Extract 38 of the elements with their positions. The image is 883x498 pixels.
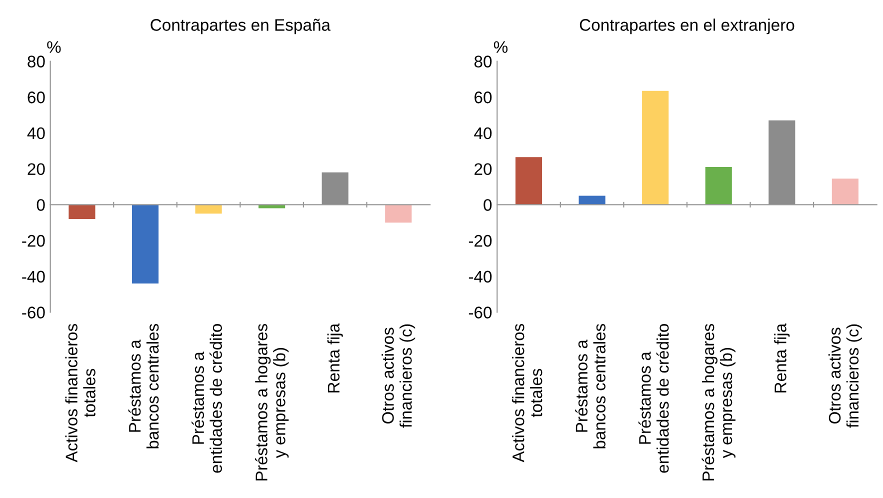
y-tick-label: 80 bbox=[474, 56, 492, 68]
chart-title: Contrapartes en España bbox=[150, 18, 331, 34]
y-axis-title: % bbox=[47, 41, 61, 53]
y-tick-label: 60 bbox=[28, 92, 45, 104]
bar bbox=[832, 178, 858, 205]
y-tick-label: -20 bbox=[22, 234, 45, 247]
y-tick-label: -40 bbox=[22, 270, 45, 283]
bar bbox=[515, 157, 542, 205]
y-tick-label: 40 bbox=[27, 127, 45, 140]
bar bbox=[642, 90, 669, 205]
y-tick-label: 0 bbox=[484, 199, 492, 211]
y-axis-title: % bbox=[494, 41, 508, 53]
x-tick-label: Préstamos a bancos centrales bbox=[128, 324, 159, 448]
y-tick-label: 20 bbox=[28, 163, 45, 176]
x-tick-label: Préstamos a entidades de crédito bbox=[192, 324, 222, 473]
bar bbox=[768, 120, 796, 205]
y-tick-label: 60 bbox=[474, 92, 492, 104]
x-tick-label: Préstamos a hogares y empresas (b) bbox=[254, 324, 289, 480]
y-tick-label: -20 bbox=[468, 234, 492, 247]
bar bbox=[705, 167, 732, 205]
bar bbox=[578, 196, 606, 205]
y-tick-label: -60 bbox=[22, 306, 45, 318]
x-tick-label: Otros activos financieros (c) bbox=[828, 324, 862, 428]
x-tick-label: Activos financieros totales bbox=[65, 324, 96, 462]
y-tick-label: -60 bbox=[468, 306, 492, 318]
x-tick-label: Renta fija bbox=[774, 323, 790, 392]
x-tick-label: Activos financieros totales bbox=[512, 324, 542, 462]
x-tick-label: Préstamos a entidades de crédito bbox=[638, 324, 669, 473]
y-tick-label: 20 bbox=[474, 163, 492, 176]
x-tick-label: Renta fija bbox=[327, 323, 343, 392]
y-tick-label: 40 bbox=[474, 127, 492, 140]
y-tick-label: 0 bbox=[36, 199, 45, 211]
chart-title: Contrapartes en el extranjero bbox=[580, 18, 794, 34]
x-tick-label: Préstamos a bancos centrales bbox=[575, 324, 606, 448]
x-tick-label: Préstamos a hogares y empresas (b) bbox=[702, 324, 736, 480]
x-tick-label: Otros activos financieros (c) bbox=[382, 324, 416, 428]
y-tick-label: -40 bbox=[468, 270, 492, 283]
y-tick-label: 80 bbox=[28, 56, 45, 68]
